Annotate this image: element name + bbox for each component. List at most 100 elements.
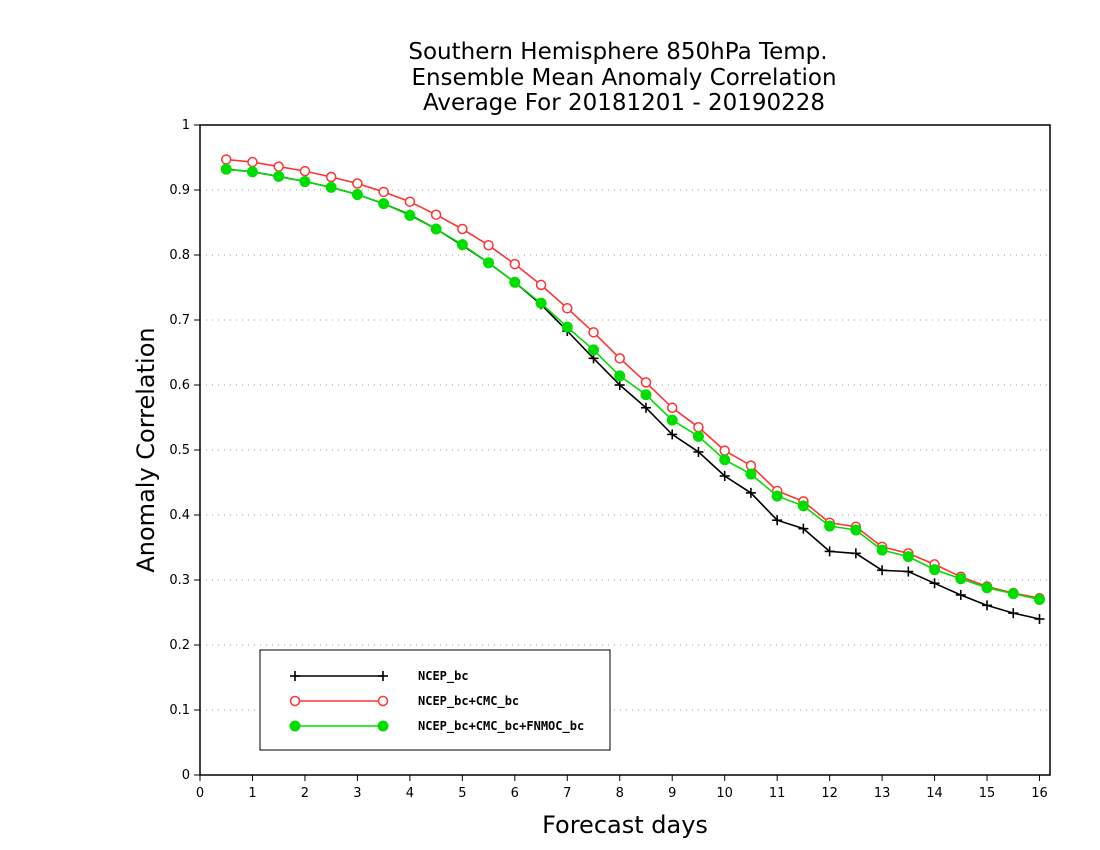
open-circle-marker [693,422,704,433]
filled-circle-marker [378,198,390,210]
plus-marker [1008,608,1019,619]
open-circle-marker [352,178,363,189]
x-tick-label: 11 [769,786,786,801]
filled-circle-marker [876,544,888,556]
filled-circle-marker [850,524,862,536]
plus-marker [693,446,704,457]
plus-marker [929,578,940,589]
open-circle-marker [483,240,494,251]
plus-marker [290,671,300,681]
plus-marker [745,487,756,498]
x-tick-label: 0 [196,786,204,801]
legend-entry: NCEP_bc+CMC_bc+FNMOC_bc [289,719,584,734]
plus-marker [903,566,914,577]
open-circle-marker [614,353,626,364]
plus-marker [719,471,730,481]
legend-label: NCEP_bc+CMC_bc+FNMOC_bc [418,719,584,734]
x-tick-label: 3 [353,786,361,801]
x-tick-label: 7 [563,786,571,801]
title-line-3: Average For 20181201 - 20190228 [423,90,825,116]
open-circle-marker [273,161,284,172]
filled-circle-marker [404,209,416,221]
open-circle-marker [719,445,730,456]
open-circle-marker [299,165,311,177]
plus-marker [877,565,888,576]
filled-circle-marker [430,223,442,235]
filled-circle-marker [1007,588,1019,600]
filled-circle-marker [325,181,337,193]
x-tick-label: 2 [301,786,309,801]
open-circle-marker [509,258,521,270]
plus-marker [955,589,966,600]
open-circle-marker [430,209,442,220]
y-tick-label: 0.7 [169,313,190,328]
filled-circle-marker [824,520,836,532]
x-tick-label: 16 [1031,786,1048,801]
x-tick-label: 10 [716,786,733,801]
filled-circle-marker [220,163,232,175]
open-circle-marker [247,156,258,168]
x-axis-title: Forecast days [542,811,708,839]
open-circle-marker [289,695,301,707]
filled-circle-marker [289,720,301,732]
y-tick-label: 0 [182,768,190,783]
plus-marker [614,380,625,390]
plot-frame [199,124,1051,776]
filled-circle-marker [929,564,941,576]
open-circle-marker [378,186,389,198]
filled-circle-marker [483,257,495,269]
x-tick-labels: 0 1 2 3 4 5 6 7 8 9 10 11 12 13 14 15 16 [196,786,1048,801]
y-axis-title: Anomaly Correlation [132,327,160,572]
y-tick-label: 0.9 [169,183,190,198]
x-tick-label: 9 [668,786,676,801]
y-tick-labels: 0 0.1 0.2 0.3 0.4 0.5 0.6 0.7 0.8 0.9 1 [169,118,190,783]
filled-circle-marker [299,176,311,188]
filled-circle-marker [666,414,678,426]
filled-circle-marker [246,166,258,178]
open-circle-marker [562,303,573,314]
filled-circle-marker [640,389,652,401]
filled-circle-marker [561,321,573,333]
legend-entry: NCEP_bc+CMC_bc [289,694,519,709]
filled-circle-marker [745,468,757,480]
plus-marker [667,429,678,440]
open-circle-marker [377,695,389,707]
y-tick-label: 0.2 [169,638,190,653]
filled-circle-marker [273,170,285,182]
y-tick-label: 0.6 [169,378,190,393]
filled-circle-marker [719,454,731,466]
filled-circle-marker [902,551,914,563]
legend-entry: NCEP_bc [290,669,469,684]
filled-circle-marker [614,370,626,382]
title-line-2: Ensemble Mean Anomaly Correlation [411,65,836,91]
y-tick-label: 0.5 [169,443,190,458]
axis-ticks [194,124,1041,781]
open-circle-marker [640,377,652,388]
chart-title: Southern Hemisphere 850hPa Temp. Ensembl… [408,39,836,116]
open-circle-marker [220,154,232,165]
legend-box [259,649,611,751]
plus-marker [850,548,861,559]
y-tick-label: 1 [182,118,190,133]
plus-marker [824,546,835,557]
x-tick-label: 8 [616,786,624,801]
legend-label: NCEP_bc [418,669,469,684]
x-tick-label: 14 [926,786,943,801]
y-tick-label: 0.1 [169,703,190,718]
filled-circle-marker [377,720,389,732]
open-circle-marker [404,196,416,207]
plus-marker [640,402,651,413]
y-tick-label: 0.4 [169,508,190,523]
filled-circle-marker [797,500,809,512]
legend: NCEP_bc NCEP_bc+CMC_bc NCEP_bc+CMC_bc+FNMO… [259,649,611,751]
x-tick-label: 1 [248,786,256,801]
open-circle-marker [535,279,547,291]
plus-marker [798,523,809,534]
y-tick-label: 0.8 [169,248,190,263]
filled-circle-marker [456,239,468,251]
filled-circle-marker [588,344,600,356]
x-tick-label: 5 [458,786,466,801]
title-line-1: Southern Hemisphere 850hPa Temp. [408,39,827,65]
plot-series [220,154,1046,624]
x-tick-label: 4 [406,786,414,801]
